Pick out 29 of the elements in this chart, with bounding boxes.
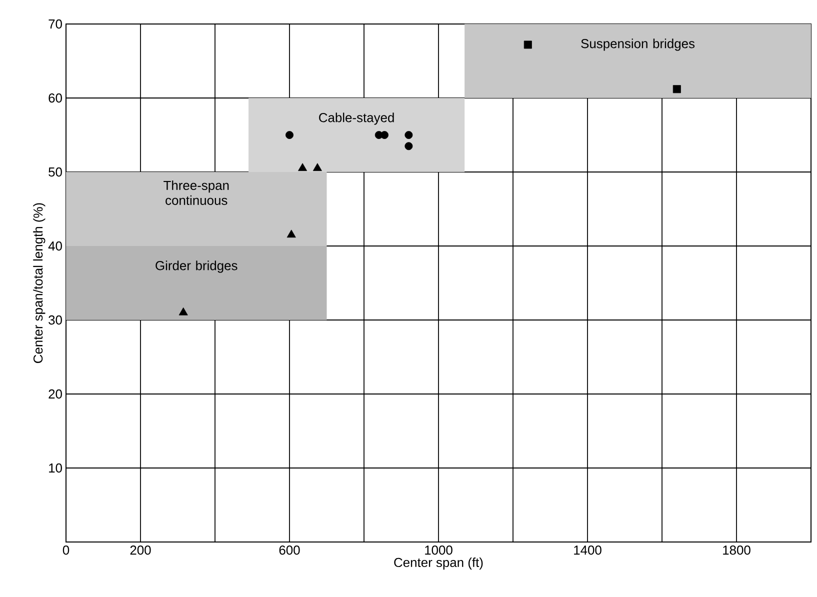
- y-tick-label: 70: [48, 19, 62, 29]
- y-tick-label: 40: [48, 241, 62, 251]
- y-axis-title: Center span/total length (%): [33, 203, 46, 363]
- point: [524, 40, 532, 49]
- x-tick-label: 0: [62, 546, 70, 555]
- point: [312, 163, 322, 171]
- point: [178, 307, 188, 316]
- y-tick-label: 50: [48, 167, 62, 177]
- x-tick-label: 1800: [723, 546, 750, 555]
- y-tick-label: 20: [48, 389, 62, 399]
- x-tick-label: 200: [130, 546, 151, 555]
- y-tick-label: 30: [48, 315, 62, 325]
- point: [298, 163, 308, 171]
- y-tick-label: 10: [49, 463, 62, 473]
- point: [380, 131, 388, 139]
- point: [404, 142, 413, 150]
- text: Girder bridges: [156, 260, 238, 273]
- x-axis-title: Center span (ft): [394, 558, 483, 570]
- x-tick-label: 1000: [425, 546, 452, 555]
- point: [286, 131, 294, 139]
- text: Cable-stayed: [319, 112, 394, 125]
- x-tick-label: 1400: [574, 546, 602, 555]
- text: Three-span continuous: [164, 180, 229, 205]
- x-tick-label: 600: [279, 546, 300, 555]
- y-tick-label: 60: [48, 93, 62, 103]
- text: Suspension bridges: [581, 38, 695, 51]
- point: [404, 131, 413, 139]
- point: [286, 230, 296, 238]
- point: [672, 85, 681, 94]
